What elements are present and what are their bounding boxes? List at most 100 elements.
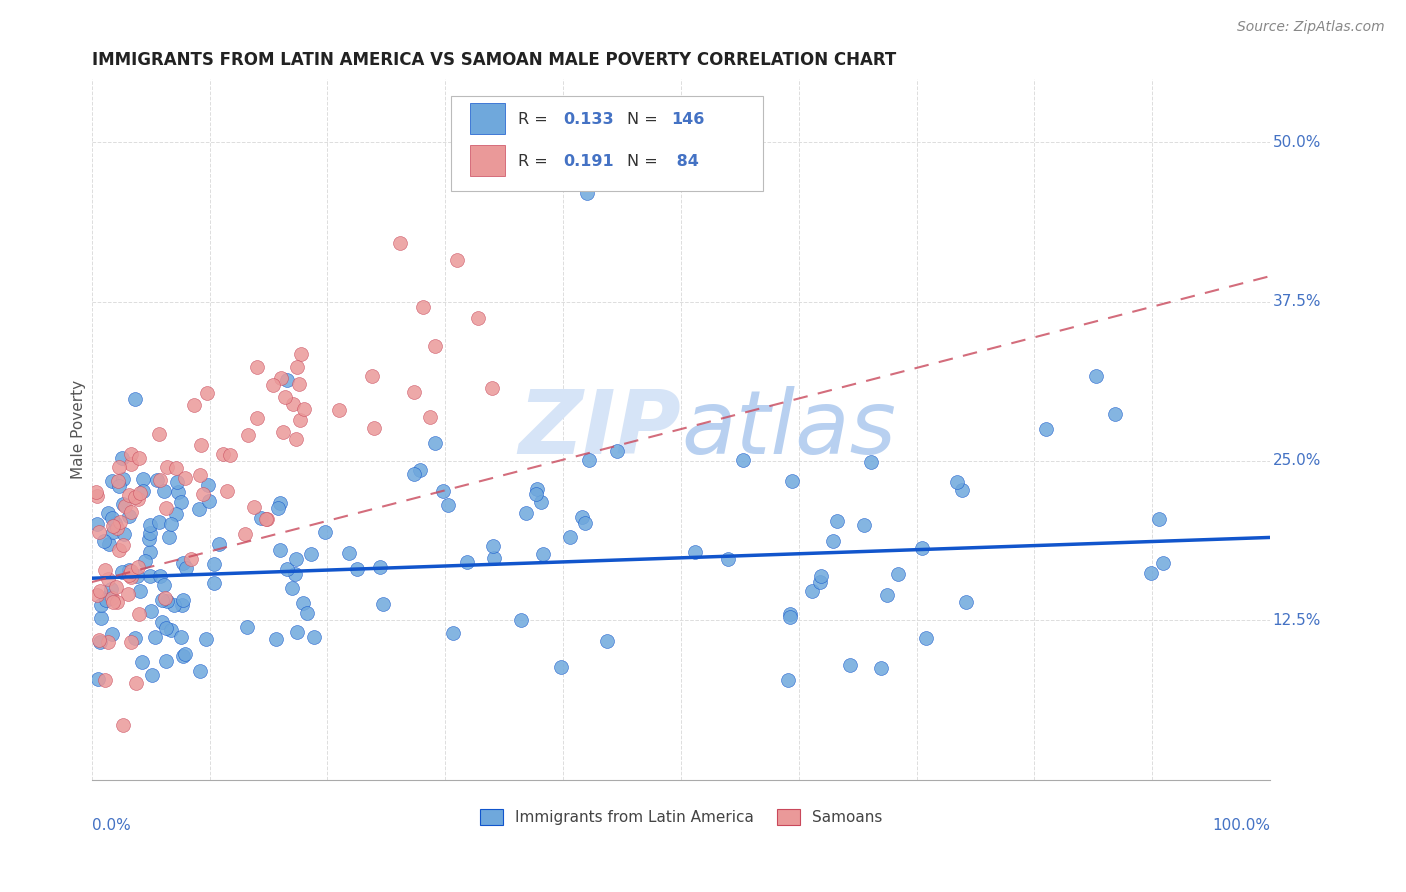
Point bbox=[1104, 407, 1126, 421]
Point bbox=[155, 501, 177, 516]
Point bbox=[125, 675, 148, 690]
Point bbox=[120, 635, 142, 649]
Point bbox=[138, 569, 160, 583]
Point bbox=[404, 384, 426, 399]
Point bbox=[346, 561, 368, 575]
Point bbox=[128, 450, 150, 465]
Point bbox=[524, 486, 547, 500]
Point bbox=[271, 425, 294, 439]
Point bbox=[550, 660, 572, 674]
Point bbox=[139, 525, 162, 540]
Point bbox=[148, 515, 170, 529]
Point bbox=[97, 506, 120, 520]
Point bbox=[101, 519, 124, 533]
Point bbox=[101, 591, 124, 606]
Point bbox=[574, 516, 596, 530]
Point bbox=[93, 673, 115, 687]
Point bbox=[1035, 422, 1057, 436]
Text: R =: R = bbox=[519, 153, 553, 169]
Point bbox=[217, 483, 239, 498]
Legend: Immigrants from Latin America, Samoans: Immigrants from Latin America, Samoans bbox=[474, 804, 889, 831]
Point bbox=[295, 606, 318, 620]
Point bbox=[111, 565, 134, 579]
Point bbox=[1149, 512, 1171, 526]
Point bbox=[90, 611, 112, 625]
Point bbox=[256, 511, 278, 525]
Point bbox=[174, 561, 197, 575]
Y-axis label: Male Poverty: Male Poverty bbox=[72, 379, 86, 479]
Point bbox=[269, 543, 291, 558]
FancyBboxPatch shape bbox=[451, 96, 763, 191]
Point bbox=[509, 613, 531, 627]
Point bbox=[911, 541, 934, 556]
Point bbox=[276, 561, 298, 575]
Point bbox=[368, 559, 391, 574]
Point bbox=[127, 491, 149, 506]
Point bbox=[188, 467, 211, 482]
Point bbox=[146, 474, 169, 488]
Point bbox=[683, 545, 706, 559]
Point bbox=[197, 478, 219, 492]
Point bbox=[89, 635, 111, 649]
Point bbox=[441, 626, 464, 640]
Point bbox=[118, 567, 141, 582]
Point bbox=[432, 484, 454, 499]
Point bbox=[90, 598, 112, 612]
Point bbox=[172, 648, 194, 663]
Point bbox=[292, 402, 315, 417]
Point bbox=[98, 589, 121, 603]
Text: 37.5%: 37.5% bbox=[1272, 294, 1320, 310]
Point bbox=[118, 563, 141, 577]
Point bbox=[456, 555, 478, 569]
Point bbox=[148, 427, 170, 442]
Point bbox=[180, 552, 202, 566]
Point bbox=[281, 397, 304, 411]
Text: ZIP: ZIP bbox=[519, 385, 681, 473]
Text: 25.0%: 25.0% bbox=[1272, 453, 1320, 468]
Point bbox=[101, 511, 124, 525]
Point bbox=[138, 517, 160, 532]
Point bbox=[145, 630, 167, 644]
Point bbox=[112, 718, 135, 732]
Point bbox=[290, 347, 312, 361]
Point bbox=[86, 489, 108, 503]
Point bbox=[174, 647, 197, 661]
Point bbox=[112, 526, 135, 541]
Point bbox=[526, 482, 548, 496]
Point bbox=[98, 537, 121, 551]
Point bbox=[266, 501, 288, 516]
Point bbox=[131, 655, 153, 669]
Point bbox=[165, 461, 187, 475]
Point bbox=[131, 484, 153, 499]
Point bbox=[302, 631, 325, 645]
Point bbox=[838, 658, 860, 673]
Point bbox=[89, 633, 111, 648]
Point bbox=[285, 624, 308, 639]
Point bbox=[952, 483, 974, 497]
Point bbox=[558, 530, 581, 544]
Point bbox=[84, 485, 107, 500]
Point bbox=[779, 607, 801, 621]
Point bbox=[172, 593, 194, 607]
Point bbox=[437, 498, 460, 512]
Point bbox=[482, 550, 505, 565]
Point bbox=[117, 508, 139, 523]
Point bbox=[285, 360, 308, 375]
Point bbox=[423, 339, 446, 353]
Point bbox=[269, 496, 291, 510]
Point bbox=[155, 654, 177, 668]
Point bbox=[595, 634, 617, 648]
Point bbox=[117, 587, 139, 601]
Point bbox=[111, 472, 134, 486]
Point bbox=[94, 563, 117, 577]
Point bbox=[284, 551, 307, 566]
Point bbox=[149, 473, 172, 487]
Point bbox=[808, 575, 831, 590]
Point bbox=[276, 373, 298, 387]
Text: 12.5%: 12.5% bbox=[1272, 613, 1320, 628]
Text: 0.191: 0.191 bbox=[562, 153, 613, 169]
Point bbox=[120, 564, 142, 578]
Point bbox=[361, 368, 384, 383]
Point bbox=[129, 486, 152, 500]
Point bbox=[183, 398, 205, 412]
